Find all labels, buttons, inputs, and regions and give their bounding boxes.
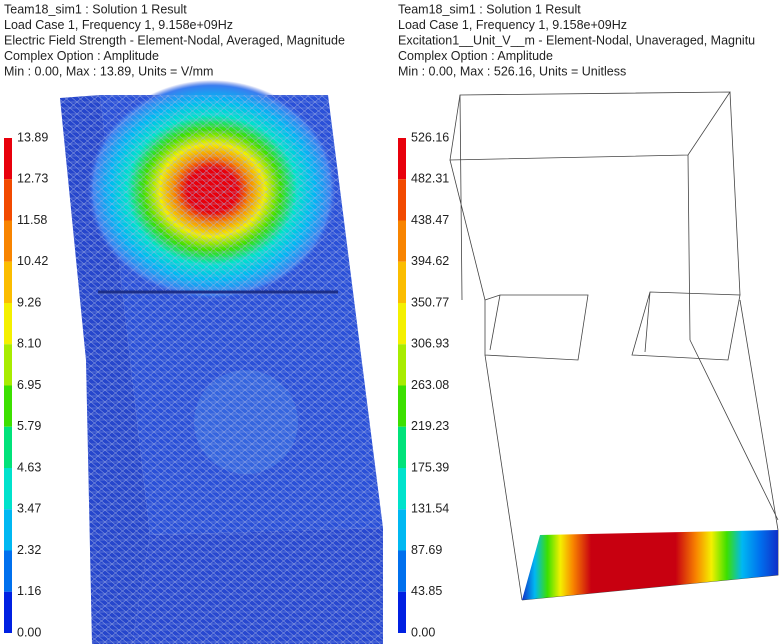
legend-swatch bbox=[398, 344, 406, 386]
header-line: Team18_sim1 : Solution 1 Result bbox=[4, 2, 187, 16]
header-line: Load Case 1, Frequency 1, 9.158e+09Hz bbox=[398, 18, 627, 32]
legend-label: 10.42 bbox=[17, 254, 48, 268]
legend-label: 5.79 bbox=[17, 419, 41, 433]
legend-swatch bbox=[398, 179, 406, 221]
header-line: Excitation1__Unit_V__m - Element-Nodal, … bbox=[398, 33, 755, 47]
legend-label: 6.95 bbox=[17, 378, 41, 392]
legend-swatch bbox=[4, 179, 12, 221]
legend-label: 526.16 bbox=[411, 130, 449, 144]
legend-swatch bbox=[4, 509, 12, 551]
legend-label: 482.31 bbox=[411, 172, 449, 186]
legend-label: 263.08 bbox=[411, 378, 449, 392]
wireframe-model bbox=[449, 91, 779, 601]
legend-label: 3.47 bbox=[17, 502, 41, 516]
header-line: Complex Option : Amplitude bbox=[398, 49, 553, 63]
legend-swatch bbox=[398, 261, 406, 303]
legend-label: 43.85 bbox=[411, 584, 442, 598]
legend-label: 131.54 bbox=[411, 502, 449, 516]
header-line: Electric Field Strength - Element-Nodal,… bbox=[4, 33, 345, 47]
legend-label: 87.69 bbox=[411, 543, 442, 557]
legend-label: 8.10 bbox=[17, 337, 41, 351]
mesh bbox=[60, 95, 383, 644]
header-line: Load Case 1, Frequency 1, 9.158e+09Hz bbox=[4, 18, 233, 32]
legend-label: 1.16 bbox=[17, 584, 41, 598]
legend-label: 13.89 bbox=[17, 130, 48, 144]
legend-swatch bbox=[398, 385, 406, 427]
legend-label: 0.00 bbox=[17, 625, 41, 639]
legend-label: 4.63 bbox=[17, 460, 41, 474]
legend-label: 9.26 bbox=[17, 295, 41, 309]
legend-swatch bbox=[4, 344, 12, 386]
header-line: Complex Option : Amplitude bbox=[4, 49, 159, 63]
legend-swatch bbox=[398, 138, 406, 180]
legend-swatch bbox=[4, 220, 12, 262]
legend-label: 0.00 bbox=[411, 625, 435, 639]
legend-label: 219.23 bbox=[411, 419, 449, 433]
legend-label: 12.73 bbox=[17, 172, 48, 186]
legend-label: 175.39 bbox=[411, 460, 449, 474]
header-line: Min : 0.00, Max : 13.89, Units = V/mm bbox=[4, 64, 213, 78]
legend-swatch bbox=[4, 591, 12, 633]
legend-label: 306.93 bbox=[411, 337, 449, 351]
legend-swatch bbox=[398, 468, 406, 510]
legend-label: 2.32 bbox=[17, 543, 41, 557]
legend-swatch bbox=[398, 303, 406, 345]
legend-swatch bbox=[4, 550, 12, 592]
panel: Team18_sim1 : Solution 1 Result Load Case… bbox=[398, 2, 755, 639]
legend-label: 438.47 bbox=[411, 213, 449, 227]
legend-swatch bbox=[398, 509, 406, 551]
legend-swatch bbox=[4, 468, 12, 510]
panel: Team18_sim1 : Solution 1 Result Load Case… bbox=[4, 2, 345, 639]
legend-swatch bbox=[4, 385, 12, 427]
header-line: Team18_sim1 : Solution 1 Result bbox=[398, 2, 581, 16]
header-line: Min : 0.00, Max : 526.16, Units = Unitle… bbox=[398, 64, 626, 78]
legend-label: 350.77 bbox=[411, 295, 449, 309]
legend-label: 11.58 bbox=[17, 213, 47, 227]
legend-swatch bbox=[398, 426, 406, 468]
legend-swatch bbox=[4, 261, 12, 303]
legend-swatch bbox=[398, 591, 406, 633]
legend-label: 394.62 bbox=[411, 254, 449, 268]
excitation-face bbox=[522, 530, 778, 600]
field-model bbox=[60, 80, 383, 644]
legend-swatch bbox=[4, 303, 12, 345]
legend-swatch bbox=[4, 138, 12, 180]
legend-swatch bbox=[4, 426, 12, 468]
legend-swatch bbox=[398, 220, 406, 262]
legend-swatch bbox=[398, 550, 406, 592]
